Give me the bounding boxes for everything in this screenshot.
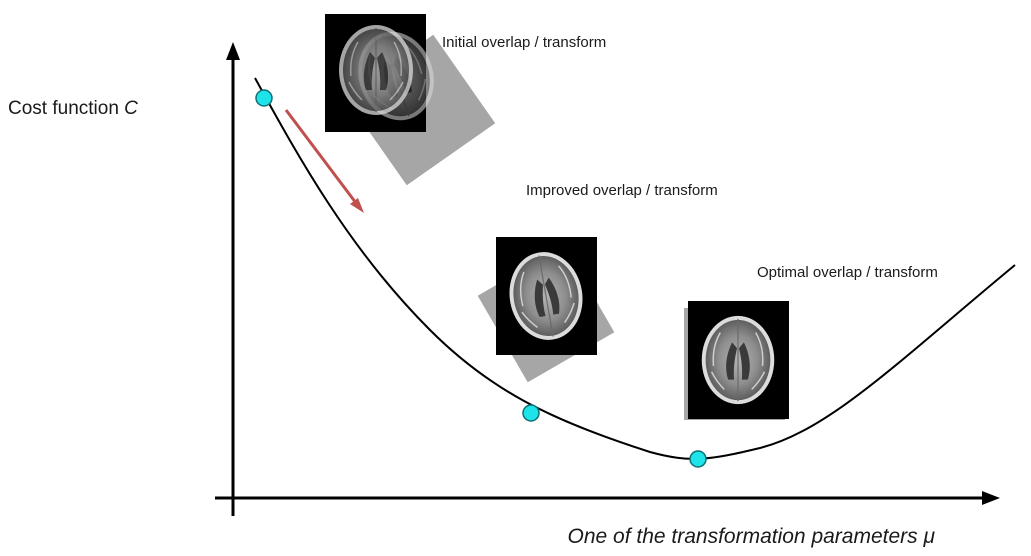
optimal-point-marker bbox=[689, 450, 707, 468]
x-axis-label: One of the transformation parameters μ bbox=[567, 525, 935, 548]
improved-point-marker bbox=[522, 404, 540, 422]
optimal-overlap-image bbox=[684, 301, 789, 420]
initial-point-marker bbox=[255, 89, 273, 107]
initial-overlap-label: Initial overlap / transform bbox=[442, 34, 606, 51]
y-axis-label-text: Cost function bbox=[8, 98, 124, 119]
gradient-descent-arrow-icon bbox=[284, 109, 364, 213]
improved-overlap-label: Improved overlap / transform bbox=[526, 182, 718, 199]
y-axis-label-symbol: C bbox=[124, 98, 138, 119]
y-axis bbox=[226, 42, 240, 516]
initial-overlap-image bbox=[325, 14, 496, 186]
x-axis bbox=[215, 491, 1000, 505]
y-axis-label: Cost function C bbox=[8, 98, 138, 119]
optimal-overlap-label: Optimal overlap / transform bbox=[757, 264, 938, 281]
improved-overlap-image bbox=[477, 237, 615, 383]
cost-curve bbox=[254, 77, 1016, 460]
